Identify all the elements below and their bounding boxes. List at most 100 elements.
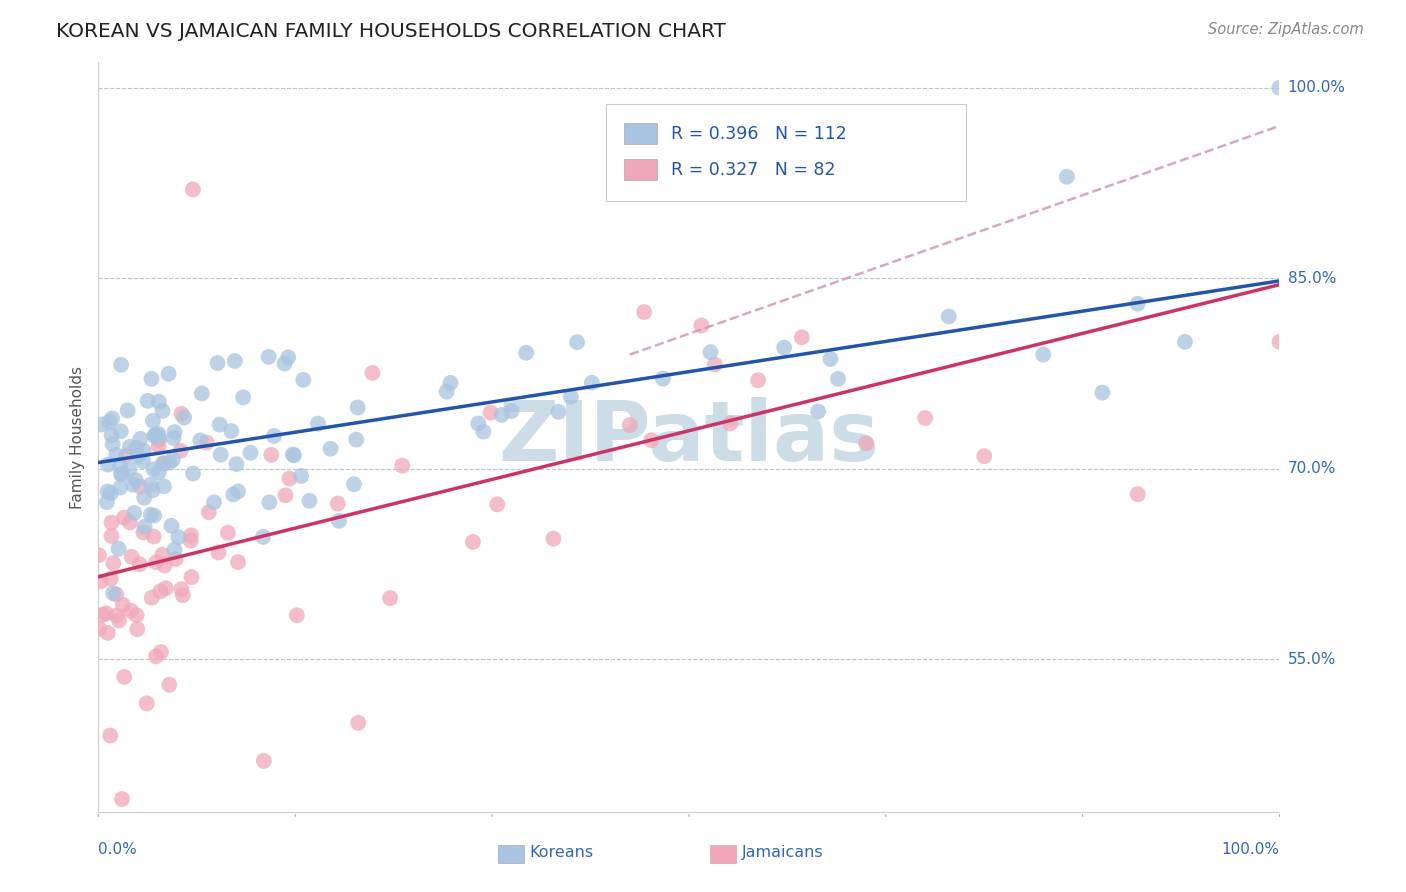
Point: [139, 508, 162, 522]
Point: [565, 335, 588, 350]
Point: [181, 467, 204, 481]
Point: [195, 435, 218, 450]
Point: [217, 525, 239, 540]
Point: [118, 516, 141, 530]
Point: [142, 529, 165, 543]
Point: [170, 582, 193, 597]
Point: [173, 410, 195, 425]
Point: [153, 479, 176, 493]
FancyBboxPatch shape: [624, 159, 657, 180]
Point: [110, 425, 132, 439]
Point: [112, 670, 135, 684]
Point: [120, 604, 142, 618]
Point: [790, 330, 813, 344]
Point: [141, 372, 163, 386]
Point: [361, 366, 384, 380]
Point: [172, 588, 194, 602]
Point: [472, 425, 495, 439]
Point: [560, 390, 582, 404]
Point: [278, 472, 301, 486]
Point: [90, 417, 112, 432]
Point: [157, 367, 180, 381]
Point: [142, 414, 165, 428]
Point: [114, 449, 136, 463]
Text: R = 0.396   N = 112: R = 0.396 N = 112: [671, 125, 846, 143]
Point: [105, 608, 128, 623]
Point: [136, 393, 159, 408]
Point: [973, 449, 995, 463]
Point: [699, 345, 721, 359]
FancyBboxPatch shape: [498, 845, 523, 863]
Point: [141, 591, 163, 605]
Point: [347, 715, 370, 730]
Point: [188, 434, 211, 448]
Point: [117, 403, 139, 417]
Point: [148, 394, 170, 409]
Point: [1126, 487, 1149, 501]
FancyBboxPatch shape: [624, 123, 657, 145]
Point: [148, 439, 170, 453]
Point: [100, 486, 122, 500]
Point: [134, 520, 156, 534]
Point: [855, 436, 877, 450]
Point: [125, 473, 148, 487]
Point: [145, 649, 167, 664]
Point: [162, 453, 184, 467]
Point: [319, 442, 342, 456]
Text: R = 0.327   N = 82: R = 0.327 N = 82: [671, 161, 835, 178]
Point: [100, 428, 122, 442]
Point: [167, 530, 190, 544]
Point: [718, 417, 741, 431]
Point: [132, 525, 155, 540]
Point: [253, 754, 276, 768]
Point: [108, 614, 131, 628]
Point: [1268, 80, 1291, 95]
Point: [581, 376, 603, 390]
Point: [145, 555, 167, 569]
Point: [155, 581, 177, 595]
Point: [619, 418, 641, 433]
Point: [118, 462, 141, 476]
Point: [101, 437, 124, 451]
Point: [132, 443, 155, 458]
Point: [127, 622, 149, 636]
Point: [252, 530, 274, 544]
Point: [142, 483, 165, 498]
Point: [501, 404, 523, 418]
Point: [208, 417, 231, 432]
Point: [239, 446, 262, 460]
Point: [149, 584, 172, 599]
Point: [633, 305, 655, 319]
Point: [461, 535, 484, 549]
Point: [134, 491, 156, 505]
Text: 100.0%: 100.0%: [1222, 842, 1279, 857]
Point: [128, 558, 150, 572]
Point: [111, 792, 134, 806]
Point: [820, 351, 842, 366]
Text: Source: ZipAtlas.com: Source: ZipAtlas.com: [1208, 22, 1364, 37]
Point: [162, 431, 184, 445]
Point: [257, 350, 280, 364]
Point: [125, 608, 148, 623]
Point: [283, 448, 305, 462]
Point: [100, 572, 122, 586]
Text: 55.0%: 55.0%: [1288, 652, 1336, 667]
Point: [547, 405, 569, 419]
Point: [98, 415, 121, 429]
Point: [515, 346, 537, 360]
Point: [135, 697, 157, 711]
Point: [153, 457, 176, 471]
Point: [152, 548, 174, 562]
Point: [225, 457, 247, 471]
Point: [153, 558, 176, 573]
Point: [98, 729, 121, 743]
Point: [152, 404, 174, 418]
Y-axis label: Family Households: Family Households: [70, 366, 86, 508]
Point: [128, 480, 150, 494]
Point: [747, 373, 769, 387]
Point: [101, 411, 124, 425]
Point: [491, 408, 513, 422]
Point: [142, 462, 165, 476]
Point: [273, 357, 295, 371]
Point: [110, 467, 132, 481]
